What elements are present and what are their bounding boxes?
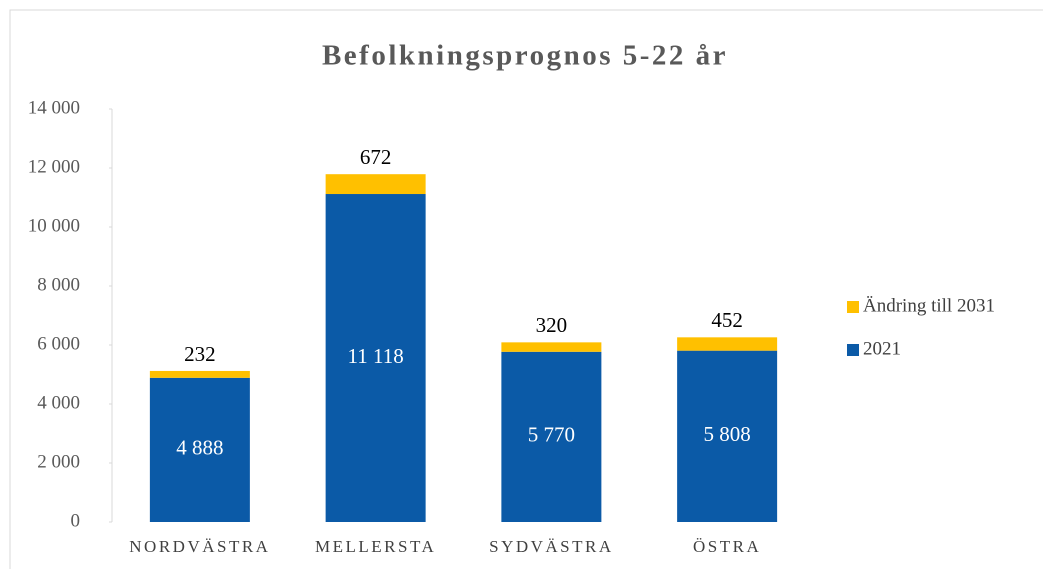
value-label: 11 118	[348, 344, 404, 368]
bar-segment	[325, 174, 426, 195]
bar-segment	[149, 377, 250, 522]
y-tick-label: 14 000	[28, 97, 80, 118]
y-tick-label: 4 000	[37, 392, 80, 413]
x-tick-label: MELLERSTA	[315, 537, 436, 556]
y-tick-label: 10 000	[28, 215, 80, 236]
x-tick-label: NORDVÄSTRA	[129, 537, 270, 556]
bar-segment	[501, 342, 602, 352]
value-label: 4 888	[176, 436, 223, 460]
bar-segment	[677, 350, 778, 522]
bar-segment	[149, 370, 250, 378]
x-tick-label: SYDVÄSTRA	[489, 537, 614, 556]
legend-swatch	[847, 301, 859, 313]
x-tick-label: ÖSTRA	[693, 537, 761, 556]
value-label: 5 770	[528, 423, 575, 447]
bar-segment	[325, 194, 426, 523]
y-tick-label: 8 000	[37, 274, 80, 295]
legend-label: Ändring till 2031	[863, 295, 995, 316]
bar-segment	[677, 337, 778, 351]
y-tick-label: 6 000	[37, 333, 80, 354]
legend-label: 2021	[863, 338, 901, 359]
value-label: 452	[711, 308, 743, 332]
value-label: 5 808	[704, 422, 751, 446]
chart-frame	[9, 9, 1043, 569]
value-label: 232	[184, 342, 216, 366]
bar-segment	[501, 351, 602, 522]
y-tick-label: 0	[71, 510, 81, 531]
value-label: 320	[536, 313, 568, 337]
y-tick-label: 12 000	[28, 156, 80, 177]
chart-title: Befolkningsprognos 5-22 år	[322, 40, 728, 72]
value-label: 672	[360, 145, 392, 169]
legend-swatch	[847, 344, 859, 356]
y-tick-label: 2 000	[37, 451, 80, 472]
